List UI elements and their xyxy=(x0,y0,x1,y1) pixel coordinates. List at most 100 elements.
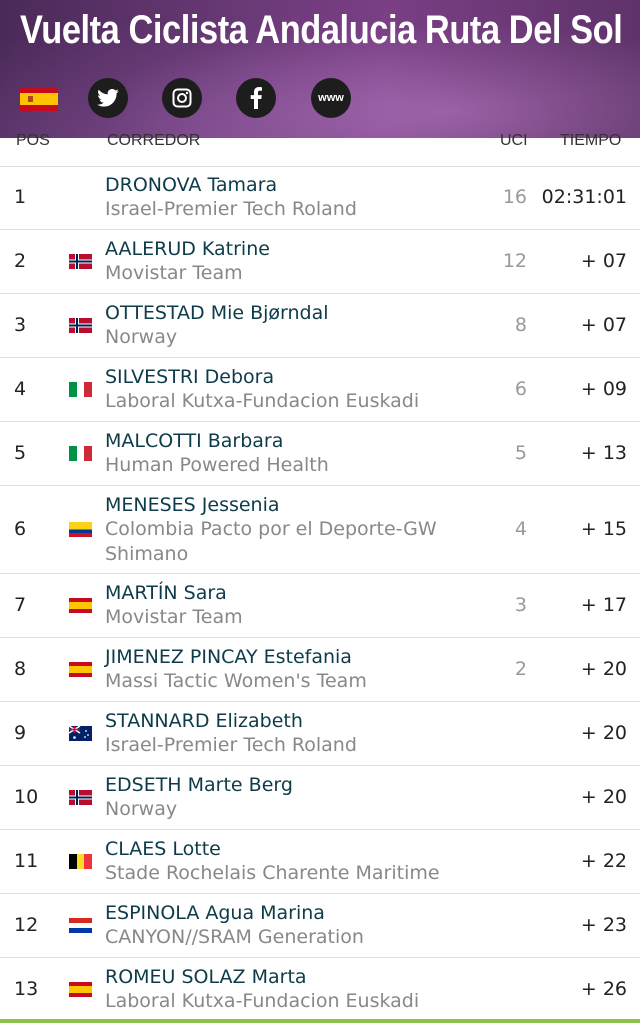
time-gap: + 09 xyxy=(580,377,627,400)
rider-name[interactable]: ROMEU SOLAZ Marta xyxy=(105,966,307,988)
australia-flag-icon xyxy=(69,726,92,741)
position: 4 xyxy=(14,377,27,400)
race-header: Vuelta Ciclista Andalucia Ruta Del Sol w… xyxy=(0,0,640,138)
spain-flag-icon xyxy=(69,598,92,613)
spain-flag-icon xyxy=(69,982,92,997)
column-header: POS CORREDOR UCI TIEMPO xyxy=(0,130,640,167)
rider-name[interactable]: MARTÍN Sara xyxy=(105,582,227,604)
uci-points: 12 xyxy=(502,249,527,272)
time-gap: + 23 xyxy=(580,913,627,936)
team-name: Laboral Kutxa-Fundacion Euskadi xyxy=(105,990,420,1012)
col-time: TIEMPO xyxy=(560,132,622,149)
result-row[interactable]: 3 OTTESTAD Mie Bjørndal Norway 8 + 07 xyxy=(0,294,640,358)
col-rider: CORREDOR xyxy=(107,132,201,149)
team-name: CANYON//SRAM Generation xyxy=(105,926,364,948)
race-title: Vuelta Ciclista Andalucia Ruta Del Sol xyxy=(20,8,623,52)
time-gap: + 20 xyxy=(580,721,627,744)
paraguay-flag-icon xyxy=(69,918,92,933)
time-gap: 02:31:01 xyxy=(541,185,627,208)
uci-points: 3 xyxy=(514,593,527,616)
rider-name[interactable]: AALERUD Katrine xyxy=(105,238,270,260)
twitter-icon xyxy=(97,89,119,107)
result-row[interactable]: 6 MENESES Jessenia Colombia Pacto por el D… xyxy=(0,486,640,574)
rider-name[interactable]: STANNARD Elizabeth xyxy=(105,710,303,732)
time-gap: + 15 xyxy=(580,517,627,540)
position: 10 xyxy=(14,785,39,808)
time-gap: + 20 xyxy=(580,657,627,680)
rider-name[interactable]: MENESES Jessenia xyxy=(105,494,280,516)
facebook-button[interactable] xyxy=(236,78,276,118)
team-name: Colombia Pacto por el Deporte-GW Shimano xyxy=(105,518,437,565)
result-row[interactable]: 12 ESPINOLA Agua Marina CANYON//SRAM Gener… xyxy=(0,894,640,958)
result-row[interactable]: 13 ROMEU SOLAZ Marta Laboral Kutxa-Fundaci… xyxy=(0,958,640,1022)
team-name: Laboral Kutxa-Fundacion Euskadi xyxy=(105,390,420,412)
norway-flag-icon xyxy=(69,318,92,333)
result-row[interactable]: 9 STANNARD Elizabeth Israel-Premier Tech R… xyxy=(0,702,640,766)
result-row[interactable]: 1 DRONOVA Tamara Israel-Premier Tech Rolan… xyxy=(0,166,640,230)
website-icon: www xyxy=(318,92,344,104)
result-row[interactable]: 8 JIMENEZ PINCAY Estefania Massi Tactic Wo… xyxy=(0,638,640,702)
time-gap: + 20 xyxy=(580,785,627,808)
bottom-accent-bar xyxy=(0,1019,640,1023)
team-name: Norway xyxy=(105,798,178,820)
team-name: Human Powered Health xyxy=(105,454,329,476)
spain-flag-icon xyxy=(20,87,58,111)
results-list: 1 DRONOVA Tamara Israel-Premier Tech Rolan… xyxy=(0,166,640,1022)
position: 1 xyxy=(14,185,27,208)
rider-name[interactable]: DRONOVA Tamara xyxy=(105,174,278,196)
uci-points: 16 xyxy=(502,185,527,208)
position: 8 xyxy=(14,657,27,680)
rider-name[interactable]: JIMENEZ PINCAY Estefania xyxy=(105,646,352,668)
team-name: Norway xyxy=(105,326,178,348)
rider-name[interactable]: ESPINOLA Agua Marina xyxy=(105,902,325,924)
norway-flag-icon xyxy=(69,790,92,805)
team-name: Massi Tactic Women's Team xyxy=(105,670,367,692)
time-gap: + 07 xyxy=(580,313,627,336)
rider-name[interactable]: CLAES Lotte xyxy=(105,838,221,860)
team-name: Movistar Team xyxy=(105,262,243,284)
team-name: Israel-Premier Tech Roland xyxy=(105,734,357,756)
uci-points: 4 xyxy=(514,517,527,540)
rider-name[interactable]: MALCOTTI Barbara xyxy=(105,430,284,452)
position: 5 xyxy=(14,441,27,464)
result-row[interactable]: 11 CLAES Lotte Stade Rochelais Charente Ma… xyxy=(0,830,640,894)
uci-points: 6 xyxy=(514,377,527,400)
rider-name[interactable]: OTTESTAD Mie Bjørndal xyxy=(105,302,329,324)
instagram-button[interactable] xyxy=(162,78,202,118)
position: 7 xyxy=(14,593,27,616)
col-uci: UCI xyxy=(500,132,528,149)
italy-flag-icon xyxy=(69,446,92,461)
team-name: Israel-Premier Tech Roland xyxy=(105,198,357,220)
position: 2 xyxy=(14,249,27,272)
website-button[interactable]: www xyxy=(311,78,351,118)
uci-points: 8 xyxy=(514,313,527,336)
uci-points: 5 xyxy=(514,441,527,464)
instagram-icon xyxy=(172,88,192,108)
spain-flag-icon xyxy=(69,662,92,677)
team-name: Movistar Team xyxy=(105,606,243,628)
result-row[interactable]: 5 MALCOTTI Barbara Human Powered Health 5 + … xyxy=(0,422,640,486)
result-row[interactable]: 10 EDSETH Marte Berg Norway + 20 xyxy=(0,766,640,830)
norway-flag-icon xyxy=(69,254,92,269)
belgium-flag-icon xyxy=(69,854,92,869)
facebook-icon xyxy=(250,87,262,109)
uci-points: 2 xyxy=(514,657,527,680)
position: 6 xyxy=(14,517,27,540)
time-gap: + 07 xyxy=(580,249,627,272)
result-row[interactable]: 7 MARTÍN Sara Movistar Team 3 + 17 xyxy=(0,574,640,638)
position: 11 xyxy=(14,849,39,872)
position: 12 xyxy=(14,913,39,936)
twitter-button[interactable] xyxy=(88,78,128,118)
position: 3 xyxy=(14,313,27,336)
time-gap: + 13 xyxy=(580,441,627,464)
rider-name[interactable]: SILVESTRI Debora xyxy=(105,366,275,388)
time-gap: + 17 xyxy=(580,593,627,616)
italy-flag-icon xyxy=(69,382,92,397)
team-name: Stade Rochelais Charente Maritime xyxy=(105,862,440,884)
result-row[interactable]: 4 SILVESTRI Debora Laboral Kutxa-Fundacion… xyxy=(0,358,640,422)
rider-name[interactable]: EDSETH Marte Berg xyxy=(105,774,293,796)
result-row[interactable]: 2 AALERUD Katrine Movistar Team 12 + 07 xyxy=(0,230,640,294)
position: 9 xyxy=(14,721,27,744)
time-gap: + 26 xyxy=(580,977,627,1000)
colombia-flag-icon xyxy=(69,522,92,537)
